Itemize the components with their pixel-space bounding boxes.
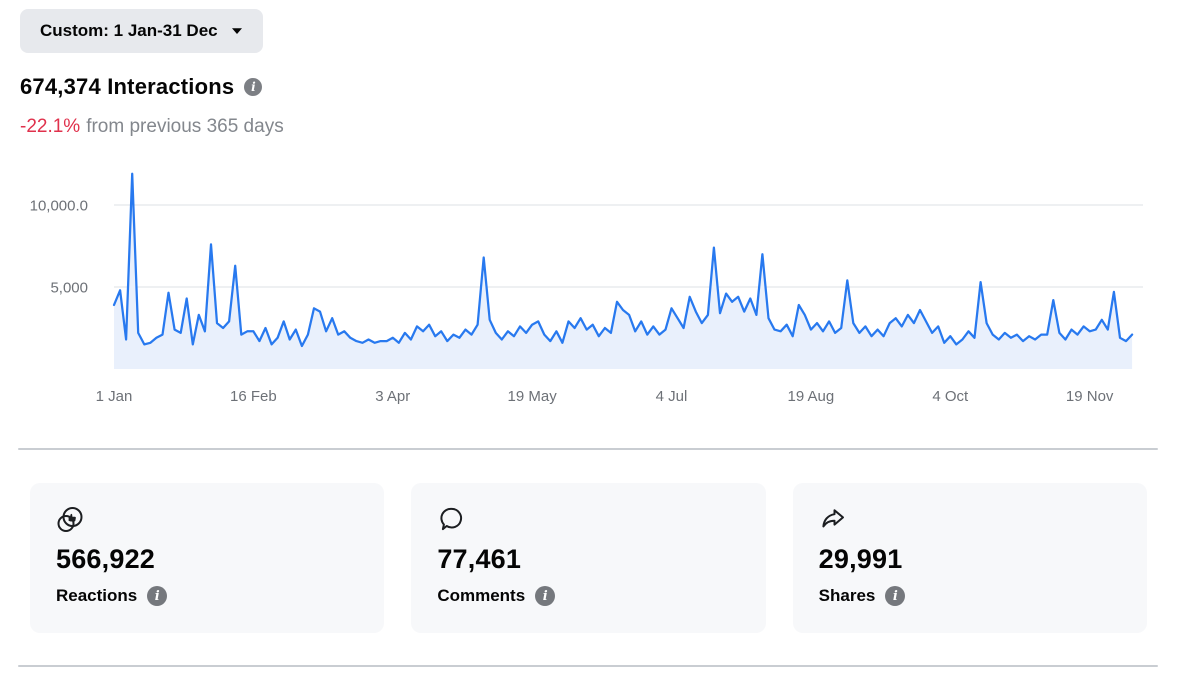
comments-info-icon[interactable]: i [535,586,556,606]
change-summary: -22.1% from previous 365 days [20,116,284,138]
reactions-card: 566,922 Reactions i [30,483,385,633]
svg-text:3 Apr: 3 Apr [375,388,410,405]
svg-text:4 Jul: 4 Jul [656,388,688,405]
comments-label: Comments [437,586,526,605]
shares-icon [822,509,844,528]
change-percent: -22.1% [20,116,81,137]
date-range-label: Custom: 1 Jan-31 Dec [40,21,218,40]
svg-text:19 Nov: 19 Nov [1066,388,1114,405]
interactions-line-chart[interactable]: 5,000 10,000.0 1 Jan 16 Feb 3 Apr 19 May 4 Jul… [0,160,1177,415]
svg-text:5,000: 5,000 [50,280,88,297]
svg-text:10,000.0: 10,000.0 [30,198,88,215]
comments-card: 77,461 Comments i [411,483,766,633]
svg-text:16 Feb: 16 Feb [230,388,277,405]
svg-text:19 Aug: 19 Aug [788,388,835,405]
svg-text:19 May: 19 May [508,388,558,405]
reactions-label: Reactions [56,586,138,605]
shares-label: Shares [818,586,876,605]
comments-value: 77,461 [437,544,522,574]
shares-info-icon[interactable]: i [885,586,906,606]
reactions-icon [57,507,83,532]
change-period-text: from previous 365 days [86,116,284,137]
section-divider-top [18,448,1158,450]
reactions-info-icon[interactable]: i [147,586,168,606]
interactions-info-icon[interactable]: i [244,78,263,96]
metric-cards: 566,922 Reactions i 77,461 Comments i 29… [30,483,1147,633]
header: 674,374 Interactions i [20,74,263,100]
svg-text:4 Oct: 4 Oct [932,388,969,405]
date-range-button[interactable]: Custom: 1 Jan-31 Dec [20,9,263,53]
page-title: 674,374 Interactions [20,74,235,99]
shares-value: 29,991 [818,544,903,574]
svg-text:1 Jan: 1 Jan [96,388,133,405]
comments-icon [440,507,463,531]
reactions-value: 566,922 [56,544,155,574]
section-divider-bottom [18,665,1158,667]
caret-down-icon [231,28,242,34]
shares-card: 29,991 Shares i [792,483,1147,633]
